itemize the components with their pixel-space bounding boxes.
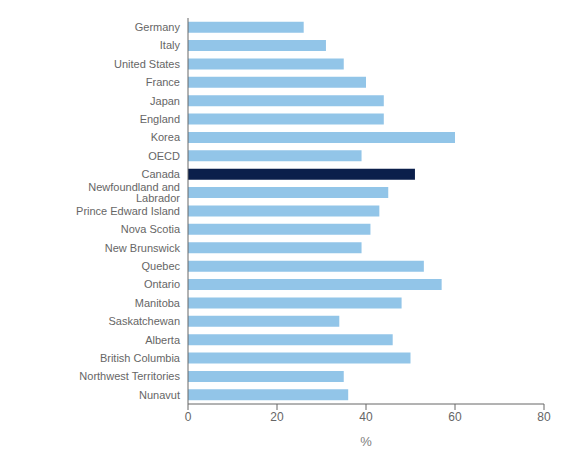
svg-text:%: %: [360, 434, 372, 449]
svg-text:60: 60: [448, 410, 462, 424]
svg-text:80: 80: [537, 410, 551, 424]
svg-text:Japan: Japan: [150, 95, 180, 107]
svg-text:40: 40: [359, 410, 373, 424]
svg-text:Quebec: Quebec: [141, 260, 180, 272]
svg-text:Ontario: Ontario: [144, 278, 180, 290]
svg-text:Canada: Canada: [141, 168, 180, 180]
svg-text:England: England: [140, 113, 180, 125]
svg-text:Nunavut: Nunavut: [139, 389, 180, 401]
svg-text:Newfoundland andLabrador: Newfoundland andLabrador: [88, 181, 180, 204]
svg-text:Manitoba: Manitoba: [135, 297, 181, 309]
svg-text:France: France: [146, 76, 180, 88]
svg-text:British Columbia: British Columbia: [100, 352, 181, 364]
svg-text:United States: United States: [114, 58, 181, 70]
svg-text:Korea: Korea: [151, 131, 181, 143]
svg-text:New Brunswick: New Brunswick: [105, 242, 181, 254]
svg-text:Northwest Territories: Northwest Territories: [79, 370, 180, 382]
svg-text:20: 20: [270, 410, 284, 424]
svg-text:Italy: Italy: [160, 39, 181, 51]
svg-text:0: 0: [185, 410, 192, 424]
svg-text:Germany: Germany: [135, 21, 181, 33]
svg-text:Saskatchewan: Saskatchewan: [108, 315, 180, 327]
svg-text:Nova Scotia: Nova Scotia: [121, 223, 181, 235]
svg-text:Prince Edward Island: Prince Edward Island: [76, 205, 180, 217]
svg-text:OECD: OECD: [148, 150, 180, 162]
svg-text:Alberta: Alberta: [145, 334, 181, 346]
